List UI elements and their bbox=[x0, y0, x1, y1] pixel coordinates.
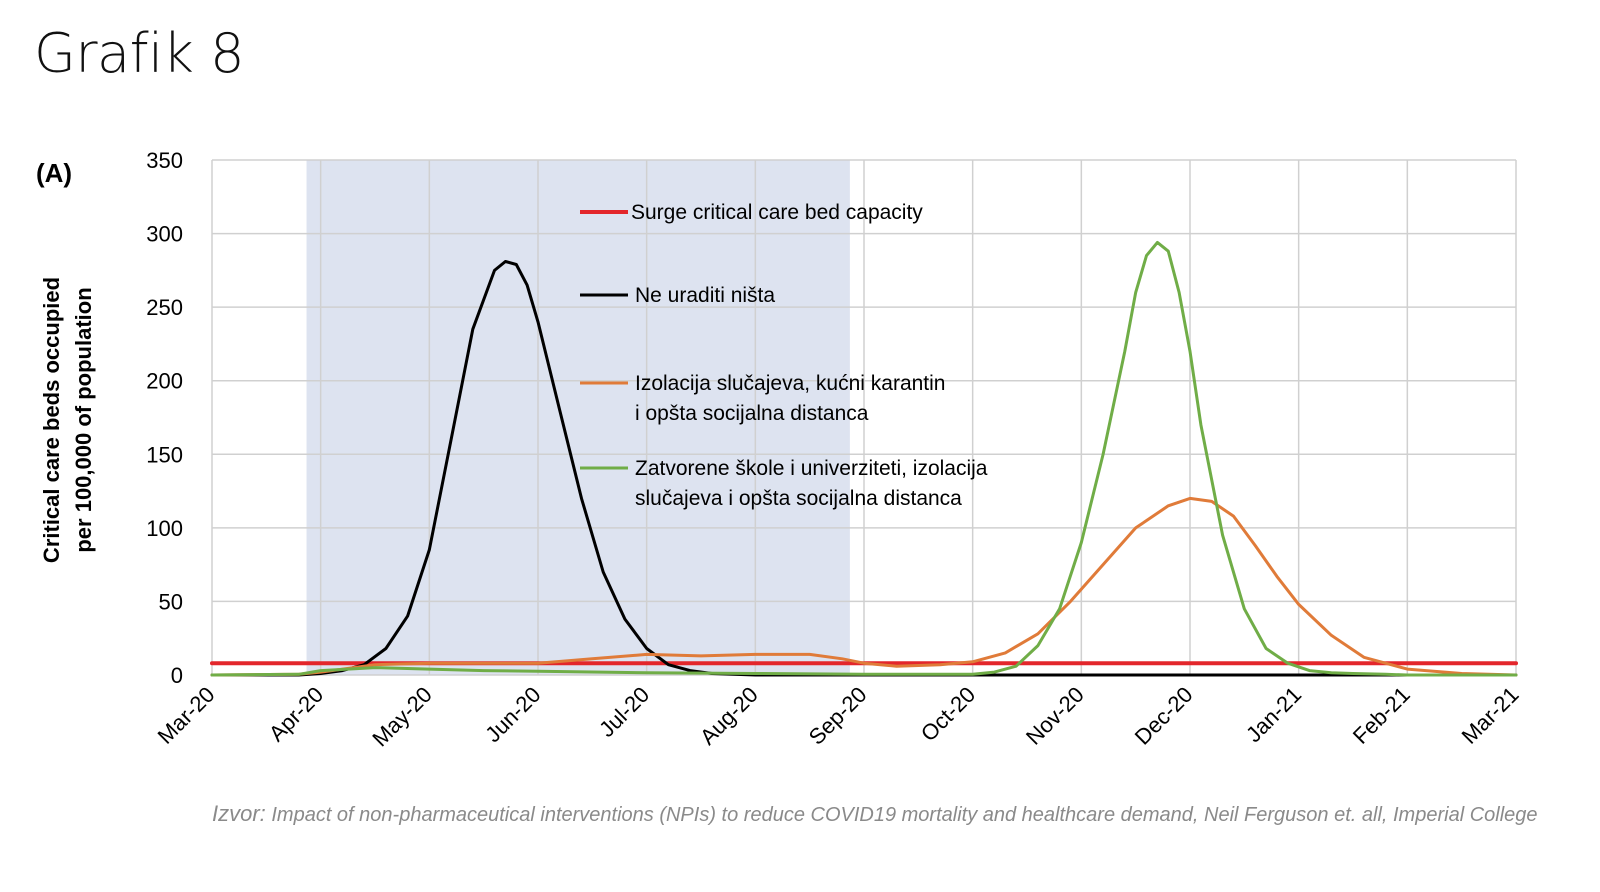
y-tick-label: 0 bbox=[171, 663, 183, 688]
x-tick-label: Oct-20 bbox=[916, 682, 980, 746]
x-tick-label: Dec-20 bbox=[1130, 682, 1198, 750]
legend-label: Surge critical care bed capacity bbox=[631, 201, 923, 224]
legend-label: slučajeva i opšta socijalna distanca bbox=[635, 487, 962, 510]
panel-label: (A) bbox=[36, 158, 73, 188]
x-tick-label: Jun-20 bbox=[480, 682, 545, 747]
x-tick-label: Mar-21 bbox=[1457, 682, 1524, 749]
source-prefix: Izvor: bbox=[212, 801, 266, 826]
y-tick-label: 200 bbox=[146, 369, 183, 394]
legend-label: i opšta socijalna distanca bbox=[635, 402, 869, 425]
source-text: Impact of non-pharmaceutical interventio… bbox=[265, 804, 1538, 826]
y-tick-label: 350 bbox=[146, 148, 183, 173]
x-tick-label: Feb-21 bbox=[1348, 682, 1415, 749]
x-tick-label: Sep-20 bbox=[804, 682, 872, 750]
y-tick-label: 250 bbox=[146, 295, 183, 320]
x-tick-label: Mar-20 bbox=[153, 682, 220, 749]
x-tick-label: Apr-20 bbox=[264, 682, 328, 746]
legend-label: Ne uraditi ništa bbox=[635, 284, 775, 307]
y-tick-label: 150 bbox=[146, 442, 183, 467]
x-tick-label: Aug-20 bbox=[695, 682, 763, 750]
x-tick-label: Jan-21 bbox=[1241, 682, 1306, 747]
x-tick-label: May-20 bbox=[367, 682, 437, 752]
source-note: Izvor: Impact of non-pharmaceutical inte… bbox=[212, 800, 1552, 829]
legend-label: Zatvorene škole i univerziteti, izolacij… bbox=[635, 457, 988, 480]
series-line-4 bbox=[210, 240, 1518, 677]
shaded-period bbox=[306, 160, 850, 675]
y-tick-label: 50 bbox=[159, 589, 183, 614]
page-title: Grafik 8 bbox=[34, 22, 244, 85]
legend-label: Izolacija slučajeva, kućni karantin bbox=[635, 372, 946, 395]
y-tick-label: 100 bbox=[146, 516, 183, 541]
y-tick-label: 300 bbox=[146, 222, 183, 247]
series-line-3 bbox=[210, 496, 1518, 677]
x-tick-label: Jul-20 bbox=[594, 682, 654, 742]
x-tick-label: Nov-20 bbox=[1021, 682, 1089, 750]
